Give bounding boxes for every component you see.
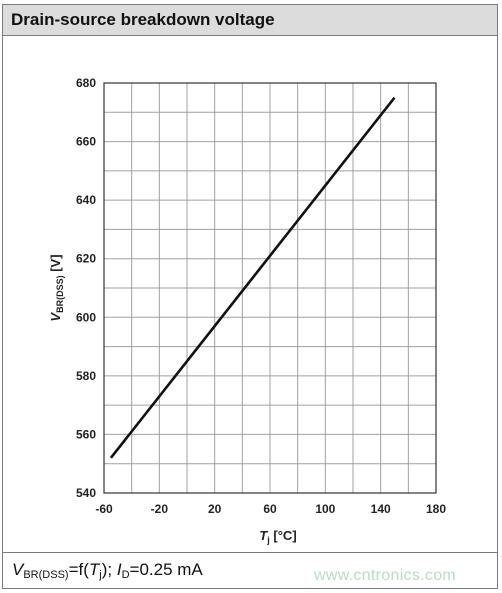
caption-t-sub: j xyxy=(99,569,102,581)
caption-tail: =0.25 mA xyxy=(129,560,203,579)
y-tick-label: 540 xyxy=(76,486,96,500)
chart-caption: VBR(DSS)=f(Tj); ID=0.25 mA xyxy=(12,560,203,581)
watermark: www.cntronics.com xyxy=(314,567,457,584)
plot-area-border xyxy=(103,82,437,494)
x-axis-label: Tj [°C] xyxy=(259,528,296,545)
caption-v-sub: BR(DSS) xyxy=(23,569,69,581)
y-tick-label: 680 xyxy=(76,76,96,90)
y-tick-label: 600 xyxy=(76,310,96,324)
x-tick-label: 180 xyxy=(426,502,446,516)
y-tick-label: 620 xyxy=(76,252,96,266)
caption-i-sub: D xyxy=(121,569,130,581)
caption-eq: =f( xyxy=(68,560,89,579)
x-tick-label: 100 xyxy=(315,502,335,516)
x-tick-label: 20 xyxy=(208,502,222,516)
x-tick-label: -20 xyxy=(151,502,169,516)
x-tick-label: -60 xyxy=(95,502,113,516)
caption-t: T xyxy=(88,560,100,579)
caption-i: I xyxy=(116,560,122,579)
y-tick-label: 560 xyxy=(76,427,96,441)
x-tick-label: 60 xyxy=(263,502,277,516)
series-line xyxy=(109,96,396,459)
footer-divider xyxy=(3,552,497,553)
chart-title: Drain-source breakdown voltage xyxy=(3,5,497,36)
y-axis-label: VBR(DSS) [V] xyxy=(48,254,65,321)
y-tick-label: 580 xyxy=(76,369,96,383)
caption-v: V xyxy=(12,560,24,579)
caption-mid: ); xyxy=(101,560,117,579)
chart-frame xyxy=(2,4,498,589)
y-tick-label: 660 xyxy=(76,135,96,149)
x-tick-label: 140 xyxy=(371,502,391,516)
y-tick-label: 640 xyxy=(76,193,96,207)
